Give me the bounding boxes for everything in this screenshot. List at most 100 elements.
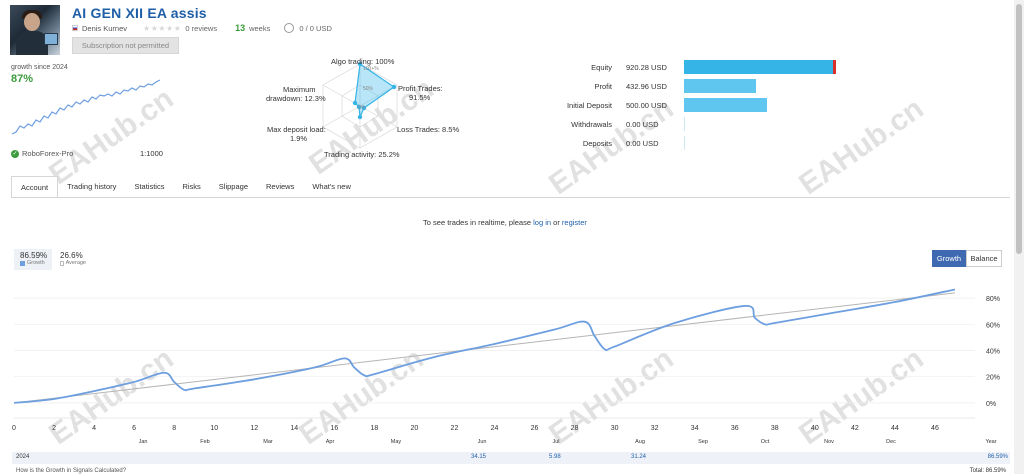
finance-bar (684, 117, 685, 131)
average-stat[interactable]: 26.6% Average (54, 249, 92, 270)
finance-value: 500.00 USD (626, 100, 667, 110)
month-label: Nov (824, 439, 834, 445)
realtime-or: or (553, 218, 560, 227)
radar-svg (322, 61, 398, 149)
growth-help-link[interactable]: How is the Growth in Signals Calculated? (16, 468, 127, 474)
finance-bar (684, 136, 685, 150)
subscribe-button[interactable]: Subscription not permitted (72, 37, 179, 54)
leverage: 1:1000 (140, 149, 163, 158)
row-jun: 34.15 (471, 454, 487, 460)
realtime-text: To see trades in realtime, please (423, 218, 532, 227)
month-label: Feb (200, 439, 209, 445)
x-tick-label: 20 (411, 425, 419, 432)
login-link[interactable]: log in (533, 218, 552, 227)
balance-toggle-button[interactable]: Balance (966, 250, 1002, 267)
finance-label: Equity (591, 62, 612, 72)
finance-bar (684, 79, 756, 93)
finance-value: 0.00 USD (626, 138, 659, 148)
radar-point-algo (357, 61, 363, 67)
x-tick-label: 26 (531, 425, 539, 432)
growth-sparkline (11, 79, 161, 135)
month-label: Oct (761, 439, 770, 445)
reviews-count[interactable]: 0 reviews (185, 23, 218, 33)
radar-point-activity (357, 114, 363, 120)
growth-stat[interactable]: 86.59% Growth (14, 249, 52, 270)
finance-row-equity: Equity 920.28 USD (540, 60, 836, 74)
x-tick-label: 10 (210, 425, 218, 432)
x-tick-label: 30 (611, 425, 619, 432)
radar-point-load (356, 104, 362, 110)
x-tick-label: 28 (571, 425, 579, 432)
scrollbar[interactable] (1014, 0, 1024, 474)
x-tick-label: 36 (731, 425, 739, 432)
tab-account[interactable]: Account (11, 176, 59, 198)
footer-total: Total: 86.59% (969, 468, 1006, 474)
finance-row-profit: Profit 432.96 USD (540, 79, 756, 93)
radar-algo-label: Algo trading: 100% (331, 57, 395, 66)
register-link[interactable]: register (561, 218, 587, 227)
x-tick-label: 14 (290, 425, 298, 432)
x-tick-label: 34 (691, 425, 699, 432)
growth-series-line (13, 288, 956, 404)
radar-drawdown-value: drawdown: 12.3% (266, 94, 326, 103)
radar-drawdown-label: Maximum (283, 85, 316, 94)
row-aug: 31.24 (631, 454, 647, 460)
tab-trading-history[interactable]: Trading history (67, 182, 117, 191)
rating-stars-icon: ★★★★★ (143, 23, 182, 33)
radar-ring-100: 100+% (363, 66, 379, 72)
broker[interactable]: ✓ RoboForex-Pro (11, 149, 73, 158)
radar-ring-50: 50% (363, 86, 374, 92)
finance-label: Profit (594, 81, 612, 91)
radar-point-profit (391, 84, 397, 90)
avatar[interactable] (10, 5, 60, 55)
signal-meta: Denis Kurnev ★★★★★ 0 reviews 13 weeks 0 … (72, 23, 332, 33)
x-tick-label: 40 (811, 425, 819, 432)
page-title: AI GEN XII EA assis (72, 5, 207, 21)
radar-loss-label: Loss Trades: 8.5% (397, 125, 460, 134)
month-label: Aug (635, 439, 645, 445)
tab-risks[interactable]: Risks (182, 182, 201, 191)
finance-row-initial-deposit: Initial Deposit 500.00 USD (540, 98, 767, 112)
x-tick-label: 46 (931, 425, 939, 432)
growth-since-value: 87% (11, 73, 34, 85)
average-trend-line (13, 292, 956, 404)
x-tick-label: 6 (132, 425, 136, 432)
russia-flag-icon (72, 25, 78, 31)
scrollbar-thumb[interactable] (1016, 4, 1022, 254)
month-label: Apr (326, 439, 335, 445)
x-tick-label: 44 (891, 425, 899, 432)
x-tick-label: 18 (370, 425, 378, 432)
tab-whats-new[interactable]: What's new (312, 182, 351, 191)
weeks-label: weeks (249, 23, 271, 33)
tab-statistics[interactable]: Statistics (134, 182, 165, 191)
finance-bar (684, 98, 767, 112)
row-total: 86.59% (987, 454, 1008, 460)
month-label: Mar (263, 439, 273, 445)
month-label: Sep (698, 439, 708, 445)
watermark: EAHub.cn (793, 91, 930, 202)
row-year: 2024 (16, 454, 30, 460)
finance-value: 920.28 USD (626, 62, 667, 72)
x-tick-label: 2 (52, 425, 56, 432)
month-label: Jun (478, 439, 487, 445)
month-label: Year (985, 439, 996, 445)
growth-stat-value: 86.59% (20, 251, 48, 260)
growth-toggle-button[interactable]: Growth (932, 250, 966, 267)
x-tick-label: 38 (771, 425, 779, 432)
x-tick-label: 42 (851, 425, 859, 432)
growth-chart: 0%20%40%60%80%0 2 4 6 8 10 12 14 16 18 20 22 24 26 28 3… (12, 288, 1000, 445)
realtime-notice: To see trades in realtime, please log in… (0, 218, 1010, 227)
radar-load-label: Max deposit load: (267, 125, 326, 134)
author-link[interactable]: Denis Kurnev (82, 23, 128, 33)
growth-stat-label: Growth (27, 260, 45, 266)
tab-reviews[interactable]: Reviews (266, 182, 295, 191)
subscribers-icon (284, 23, 295, 33)
tab-divider (11, 197, 1010, 198)
equity-tip (833, 60, 836, 74)
finance-label: Deposits (582, 138, 612, 148)
tab-slippage[interactable]: Slippage (218, 182, 248, 191)
finance-label: Withdrawals (571, 119, 612, 129)
x-tick-label: 24 (491, 425, 499, 432)
broker-name: RoboForex-Pro (22, 149, 74, 158)
y-tick-label: 80% (986, 296, 1000, 303)
